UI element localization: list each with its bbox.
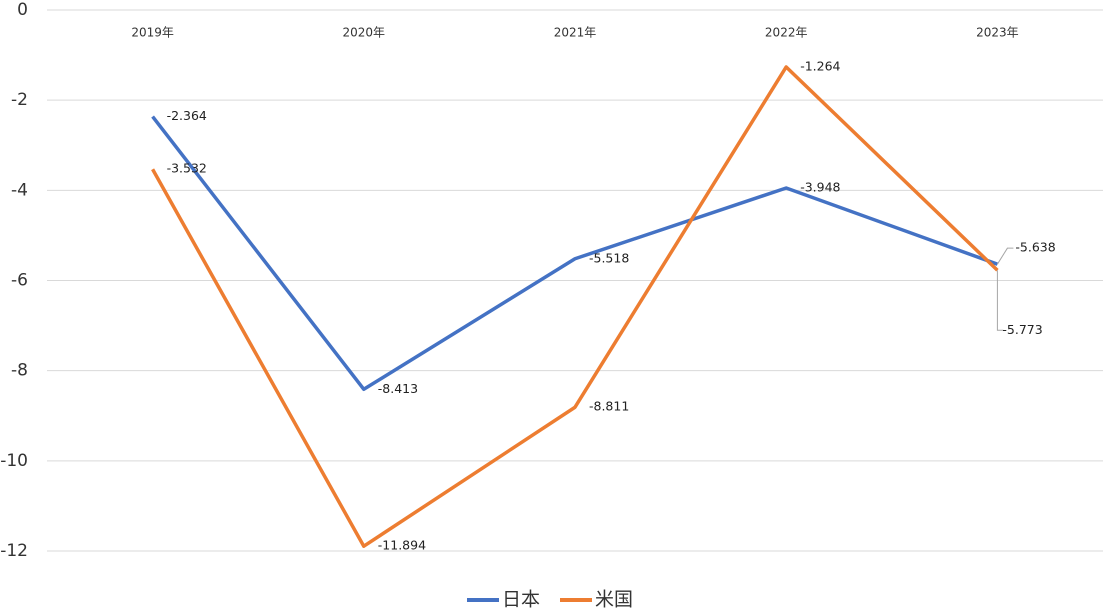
legend-label: 日本 (502, 589, 540, 611)
y-tick-label: -4 (11, 180, 28, 200)
legend-label: 米国 (595, 589, 633, 611)
y-tick-label: -2 (11, 90, 28, 110)
y-tick-label: -12 (0, 541, 28, 561)
data-label: -11.894 (378, 538, 426, 553)
x-tick-label: 2020年 (343, 26, 386, 40)
series-line (151, 115, 998, 392)
data-label: -5.518 (589, 250, 629, 265)
data-label: -1.264 (800, 58, 840, 73)
leader-line (996, 247, 1014, 265)
x-tick-label: 2021年 (554, 26, 597, 40)
data-label: -5.638 (1015, 240, 1055, 255)
y-tick-label: -6 (11, 271, 28, 291)
series-line (151, 65, 999, 548)
data-label: -3.532 (167, 161, 207, 176)
data-label: -8.811 (589, 399, 629, 414)
y-tick-label: 0 (17, 0, 28, 20)
data-label: -3.948 (800, 179, 840, 194)
x-tick-label: 2022年 (765, 26, 808, 40)
leader-line (996, 270, 1004, 331)
data-label: -5.773 (1002, 322, 1042, 337)
x-tick-label: 2019年 (131, 26, 174, 40)
data-label: -8.413 (378, 381, 418, 396)
y-tick-label: -10 (0, 451, 28, 471)
x-tick-label: 2023年 (976, 26, 1019, 40)
y-tick-label: -8 (11, 361, 28, 381)
data-label: -2.364 (167, 108, 207, 123)
